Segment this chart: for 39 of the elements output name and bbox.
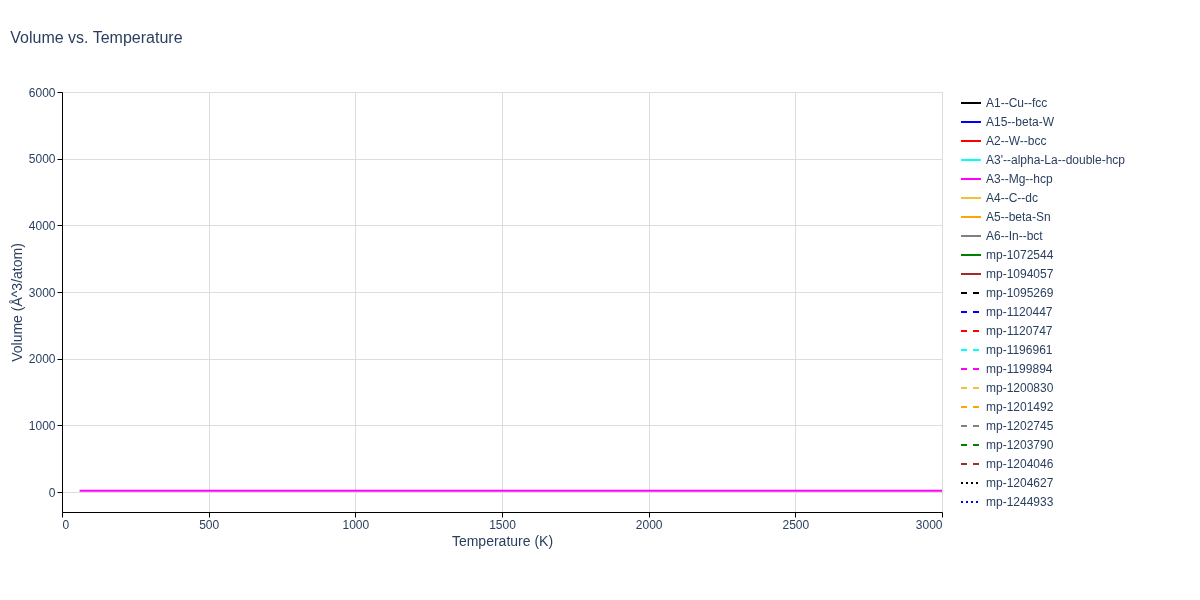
legend-label: A3'--alpha-La--double-hcp <box>986 153 1126 167</box>
y-tick-label: 3000 <box>28 285 56 300</box>
y-axis-title: Volume (Å^3/atom) <box>8 243 25 362</box>
legend-label: mp-1202745 <box>986 419 1054 433</box>
legend-label: mp-1201492 <box>986 400 1054 414</box>
legend-label: mp-1120447 <box>986 305 1053 319</box>
legend-label: mp-1203790 <box>986 438 1054 452</box>
chart-title: Volume vs. Temperature <box>10 29 183 46</box>
y-tick-label: 2000 <box>28 352 56 367</box>
x-tick-label: 1000 <box>342 517 370 532</box>
x-tick-label: 3000 <box>915 517 943 532</box>
legend-label: A1--Cu--fcc <box>986 96 1048 110</box>
legend-label: mp-1094057 <box>986 267 1054 281</box>
x-tick-label: 1500 <box>489 517 517 532</box>
legend-label: mp-1072544 <box>986 248 1054 262</box>
legend-label: A4--C--dc <box>986 191 1039 205</box>
y-tick-label: 6000 <box>28 85 56 100</box>
legend-label: mp-1204627 <box>986 476 1054 490</box>
legend-label: A6--In--bct <box>986 229 1044 243</box>
legend-label: mp-1120747 <box>986 324 1053 338</box>
x-axis-title: Temperature (K) <box>451 532 554 549</box>
x-tick-label: 2500 <box>782 517 810 532</box>
legend-label: A2--W--bcc <box>986 134 1047 148</box>
y-tick-label: 0 <box>48 485 56 500</box>
legend-label: mp-1244933 <box>986 495 1054 509</box>
legend-label: mp-1200830 <box>986 381 1054 395</box>
y-tick-label: 1000 <box>28 418 56 433</box>
y-tick-label: 4000 <box>28 218 56 233</box>
x-tick-label: 0 <box>62 517 70 532</box>
legend-label: mp-1196961 <box>986 343 1053 357</box>
y-tick-label: 5000 <box>28 152 56 167</box>
x-tick-label: 500 <box>199 517 220 532</box>
legend-label: mp-1199894 <box>986 362 1053 376</box>
legend-label: A15--beta-W <box>986 115 1055 129</box>
legend-label: mp-1204046 <box>986 457 1054 471</box>
x-tick-label: 2000 <box>635 517 663 532</box>
legend-label: A5--beta-Sn <box>986 210 1051 224</box>
legend-label: A3--Mg--hcp <box>986 172 1054 186</box>
legend-label: mp-1095269 <box>986 286 1054 300</box>
